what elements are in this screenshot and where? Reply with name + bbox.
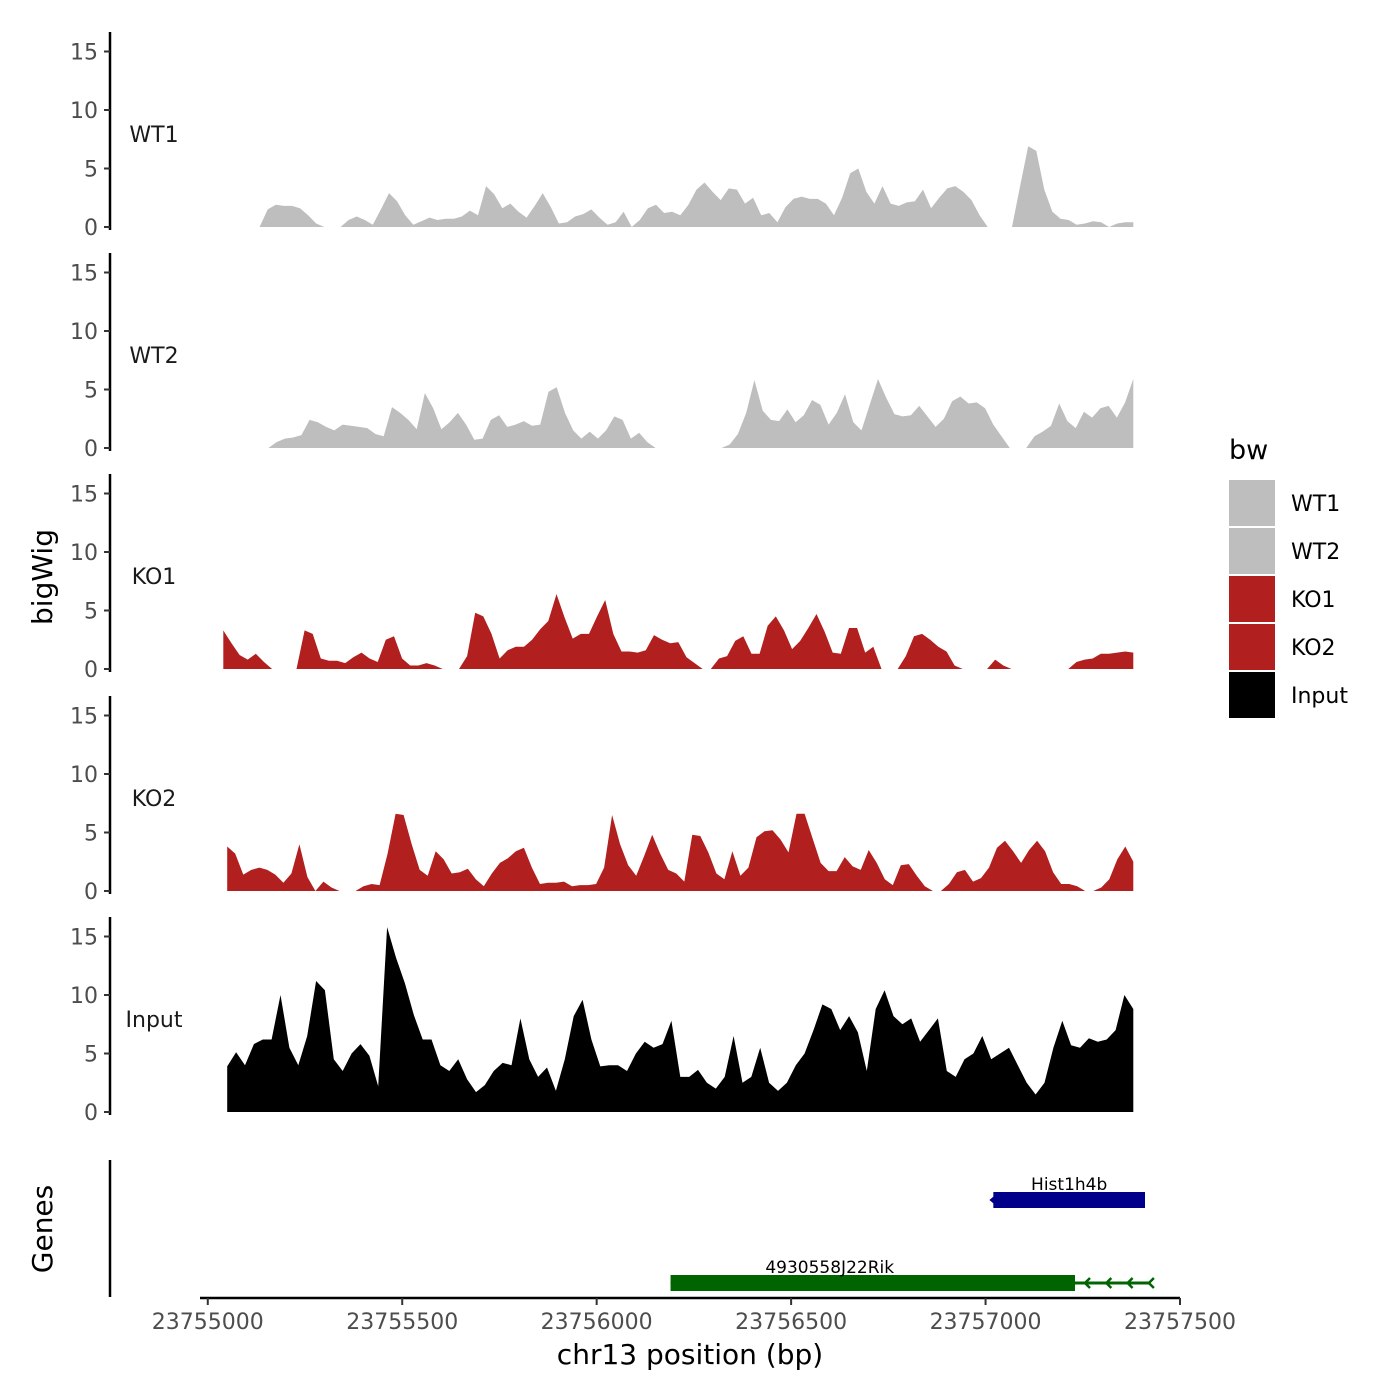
track-panel-input: 0 5 10 15 Input	[70, 917, 1134, 1126]
legend-label-wt2: WT2	[1291, 540, 1340, 565]
x-tick-label: 23755000	[152, 1310, 264, 1335]
y-tick-label: 15	[70, 705, 98, 730]
y-tick-label: 15	[70, 926, 98, 951]
gene-hist1h4b: Hist1h4b	[989, 1175, 1145, 1208]
y-tick-label: 10	[70, 984, 98, 1009]
genes-axis-title: Genes	[26, 1185, 59, 1273]
legend-label-input: Input	[1291, 684, 1348, 709]
track-panel-wt2: 0 5 10 15 WT2	[70, 253, 1134, 462]
y-tick-label: 10	[70, 320, 98, 345]
signal-area-wt1	[227, 146, 1134, 227]
y-tick-label: 0	[84, 1101, 98, 1126]
y-tick-label: 5	[84, 158, 98, 183]
legend-swatch-ko1	[1229, 576, 1275, 622]
legend-swatch-wt2	[1229, 528, 1275, 574]
legend-label-ko1: KO1	[1291, 588, 1336, 613]
track-label: Input	[126, 1008, 183, 1033]
signal-area-input	[227, 927, 1134, 1112]
gene-4930558j22rik: 4930558J22Rik	[670, 1258, 1155, 1291]
x-tick-label: 23756500	[735, 1310, 847, 1335]
y-tick-label: 0	[84, 880, 98, 905]
x-axis: 23755000 23755500 23756000 23756500 23757000…	[152, 1296, 1236, 1335]
legend-label-wt1: WT1	[1291, 492, 1340, 517]
y-tick-label: 5	[84, 379, 98, 404]
legend-swatch-ko2	[1229, 624, 1275, 670]
y-tick-label: 0	[84, 437, 98, 462]
x-tick-label: 23757500	[1124, 1310, 1236, 1335]
x-tick-label: 23755500	[346, 1310, 458, 1335]
y-tick-label: 0	[84, 216, 98, 241]
track-panel-ko1: 0 5 10 15 KO1	[70, 474, 1134, 683]
legend: bw WT1 WT2 KO1 KO2 Input	[1229, 435, 1348, 718]
gene-label: Hist1h4b	[1031, 1175, 1107, 1195]
y-tick-label: 10	[70, 99, 98, 124]
track-label: KO1	[132, 565, 177, 590]
track-panel-wt1: 0 5 10 15 WT1	[70, 32, 1134, 241]
track-label: KO2	[132, 787, 177, 812]
x-tick-label: 23756000	[541, 1310, 653, 1335]
legend-label-ko2: KO2	[1291, 636, 1336, 661]
gene-exon	[993, 1192, 1145, 1208]
signal-area-ko1	[223, 594, 1134, 669]
y-tick-label: 10	[70, 763, 98, 788]
y-tick-label: 15	[70, 262, 98, 287]
y-tick-label: 10	[70, 541, 98, 566]
y-tick-label: 0	[84, 658, 98, 683]
strand-arrow	[1104, 1277, 1113, 1289]
signal-area-wt2	[227, 379, 1134, 448]
strand-arrow	[1147, 1277, 1155, 1289]
strand-arrow	[1083, 1277, 1091, 1289]
x-axis-title: chr13 position (bp)	[557, 1338, 823, 1371]
y-tick-label: 5	[84, 822, 98, 847]
track-label: WT1	[129, 123, 178, 148]
y-tick-label: 5	[84, 600, 98, 625]
y-tick-label: 15	[70, 483, 98, 508]
strand-arrow	[1125, 1277, 1134, 1289]
strand-arrow	[989, 1194, 999, 1206]
legend-swatch-wt1	[1229, 480, 1275, 526]
y-axis-title: bigWig	[26, 529, 59, 625]
y-tick-label: 15	[70, 41, 98, 66]
track-panel-ko2: 0 5 10 15 KO2	[70, 696, 1134, 905]
gene-label: 4930558J22Rik	[765, 1258, 894, 1278]
x-tick-label: 23757000	[930, 1310, 1042, 1335]
legend-title: bw	[1229, 435, 1268, 466]
track-label: WT2	[129, 344, 178, 369]
gene-exon	[670, 1275, 1075, 1291]
legend-swatch-input	[1229, 672, 1275, 718]
signal-area-ko2	[227, 813, 1134, 891]
gene-track: Hist1h4b 4930558J22Rik	[108, 1160, 1155, 1297]
signal-tracks: 0 5 10 15 WT1 0 5 10 15 WT2 0 5 10 15 KO1 0 5 10 15 KO2 0 5 10…	[70, 32, 1134, 1126]
y-tick-label: 5	[84, 1043, 98, 1068]
